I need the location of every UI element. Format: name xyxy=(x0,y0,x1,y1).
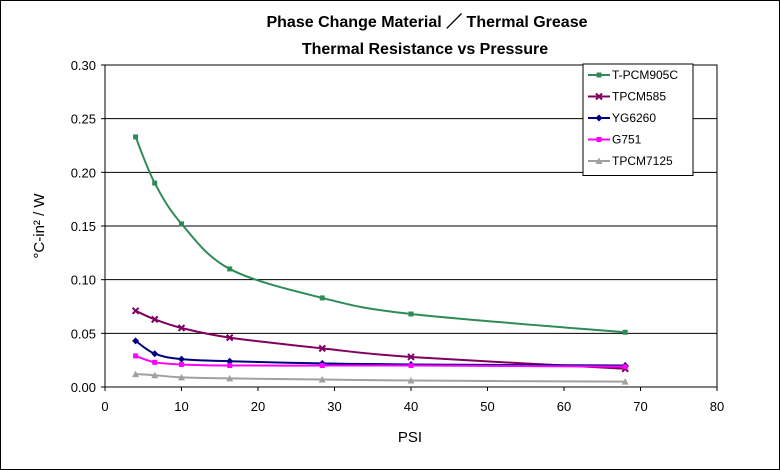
series-yg6260 xyxy=(132,337,629,370)
data-point-yg6260 xyxy=(151,350,159,358)
data-point-t-pcm905c xyxy=(227,266,233,272)
legend-marker-g751 xyxy=(596,137,602,142)
y-tick-label: 0.05 xyxy=(71,326,96,341)
y-tick-label: 0.00 xyxy=(71,380,96,395)
series-t-pcm905c xyxy=(133,134,628,335)
data-point-tpcm585 xyxy=(177,324,186,332)
data-point-tpcm585 xyxy=(151,315,159,324)
chart-title: Phase Change Material ／ Thermal Grease xyxy=(266,13,587,31)
data-point-tpcm7125 xyxy=(407,377,415,384)
data-point-tpcm585 xyxy=(131,307,140,315)
chart-subtitle: Thermal Resistance vs Pressure xyxy=(302,41,548,58)
data-point-g751 xyxy=(133,353,139,359)
legend-label-tpcm7125: TPCM7125 xyxy=(612,154,673,168)
legend-box xyxy=(582,63,694,176)
data-point-tpcm7125 xyxy=(151,371,159,379)
y-tick-label: 0.25 xyxy=(71,112,96,127)
data-point-t-pcm905c xyxy=(133,134,139,140)
axes xyxy=(104,64,718,391)
y-axis-label: °C-in² / W xyxy=(31,193,48,259)
data-point-tpcm7125 xyxy=(621,378,629,385)
series-group xyxy=(131,134,629,385)
data-point-t-pcm905c xyxy=(179,221,184,227)
data-point-tpcm7125 xyxy=(318,375,326,383)
y-tick-label: 0.10 xyxy=(71,273,96,288)
data-point-t-pcm905c xyxy=(408,311,414,317)
data-point-tpcm585 xyxy=(318,344,326,353)
x-tick-label: 70 xyxy=(633,399,647,414)
data-point-yg6260 xyxy=(178,355,185,363)
data-point-tpcm7125 xyxy=(178,373,185,381)
series-line-yg6260 xyxy=(135,340,626,367)
series-tpcm585 xyxy=(131,307,629,373)
y-tick-label: 0.15 xyxy=(71,219,96,234)
legend-label-t-pcm905c: T-PCM905C xyxy=(612,68,678,82)
tick-labels: 0.00 0.05 0.10 0.15 0.20 0.25 0.30 0 10 20 30 40 50 6… xyxy=(71,58,725,414)
legend-label-g751: G751 xyxy=(612,133,642,147)
series-line-tpcm585 xyxy=(135,309,626,370)
data-point-g751 xyxy=(152,359,158,365)
data-point-t-pcm905c xyxy=(319,295,325,301)
x-tick-label: 60 xyxy=(557,399,571,414)
x-tick-label: 30 xyxy=(327,399,341,414)
legend-marker-tpcm585 xyxy=(595,92,603,101)
x-tick-label: 50 xyxy=(480,399,494,414)
legend-label-tpcm585: TPCM585 xyxy=(612,90,666,104)
data-point-tpcm585 xyxy=(407,353,415,361)
data-point-g751 xyxy=(622,364,628,370)
legend-label-yg6260: YG6260 xyxy=(612,111,656,125)
x-tick-label: 10 xyxy=(174,399,188,414)
data-point-yg6260 xyxy=(226,357,234,365)
legend-marker-tpcm7125 xyxy=(595,157,603,164)
legend-marker-t-pcm905c xyxy=(596,72,602,78)
data-point-yg6260 xyxy=(132,337,140,345)
series-g751 xyxy=(133,353,628,370)
legend: T-PCM905C TPCM585 YG6260 G751 TPCM7125 xyxy=(582,63,694,176)
data-point-tpcm7125 xyxy=(132,370,140,378)
data-point-tpcm585 xyxy=(225,333,234,342)
data-point-tpcm7125 xyxy=(226,374,234,382)
x-tick-label: 80 xyxy=(710,399,724,414)
y-tick-label: 0.30 xyxy=(71,58,96,73)
series-line-tpcm7125 xyxy=(135,373,626,383)
data-point-g751 xyxy=(408,363,414,369)
y-tick-label: 0.20 xyxy=(71,165,96,180)
series-line-t-pcm905c xyxy=(134,136,626,334)
x-tick-label: 0 xyxy=(101,399,108,414)
series-tpcm7125 xyxy=(132,370,629,385)
x-axis-label: PSI xyxy=(398,429,422,446)
data-point-g751 xyxy=(319,363,325,369)
legend-marker-yg6260 xyxy=(595,114,603,122)
data-point-t-pcm905c xyxy=(152,180,158,186)
x-tick-label: 20 xyxy=(251,399,265,414)
x-tick-label: 40 xyxy=(404,399,418,414)
data-point-g751 xyxy=(179,361,184,367)
data-point-t-pcm905c xyxy=(622,329,628,335)
plot-area-border xyxy=(104,64,718,388)
data-point-g751 xyxy=(227,363,233,369)
